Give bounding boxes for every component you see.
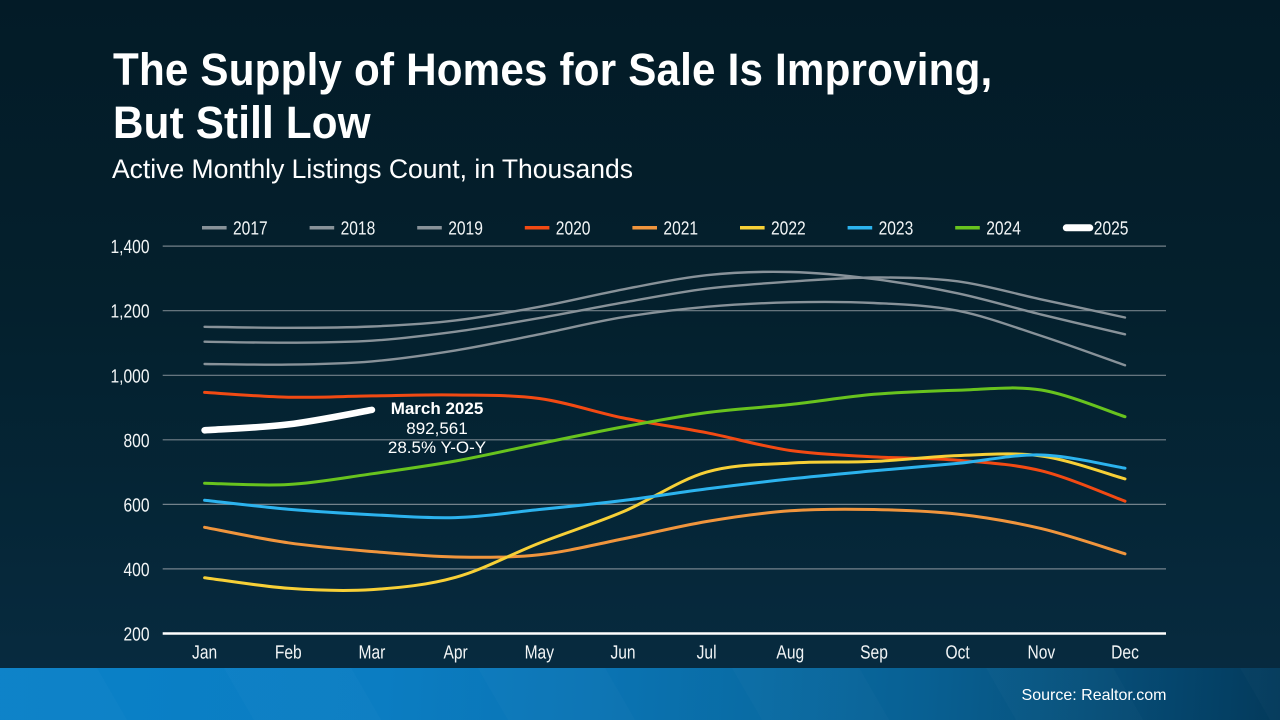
svg-text:Feb: Feb [275,643,302,664]
svg-text:2022: 2022 [771,219,806,240]
svg-text:Oct: Oct [945,643,970,664]
svg-text:200: 200 [124,625,150,646]
svg-text:2021: 2021 [663,219,698,240]
svg-text:2017: 2017 [233,219,268,240]
svg-text:1,000: 1,000 [111,366,150,387]
svg-text:1,200: 1,200 [111,302,150,323]
svg-text:Jun: Jun [610,643,635,664]
svg-text:2020: 2020 [556,219,591,240]
svg-text:800: 800 [124,431,150,452]
svg-text:Sep: Sep [860,643,888,664]
svg-text:Jul: Jul [697,643,717,664]
svg-text:2023: 2023 [879,219,914,240]
svg-text:Jan: Jan [192,643,217,664]
svg-text:2019: 2019 [448,219,483,240]
svg-text:Dec: Dec [1111,643,1139,664]
svg-text:400: 400 [124,560,150,581]
svg-text:2024: 2024 [986,219,1021,240]
svg-text:1,400: 1,400 [111,237,150,258]
svg-text:Mar: Mar [358,643,385,664]
svg-text:Nov: Nov [1027,643,1055,664]
svg-text:Apr: Apr [443,643,468,664]
svg-text:2025: 2025 [1094,219,1129,240]
svg-text:600: 600 [124,495,150,516]
svg-text:May: May [525,643,555,664]
svg-text:2018: 2018 [341,219,376,240]
svg-text:Aug: Aug [776,643,804,664]
